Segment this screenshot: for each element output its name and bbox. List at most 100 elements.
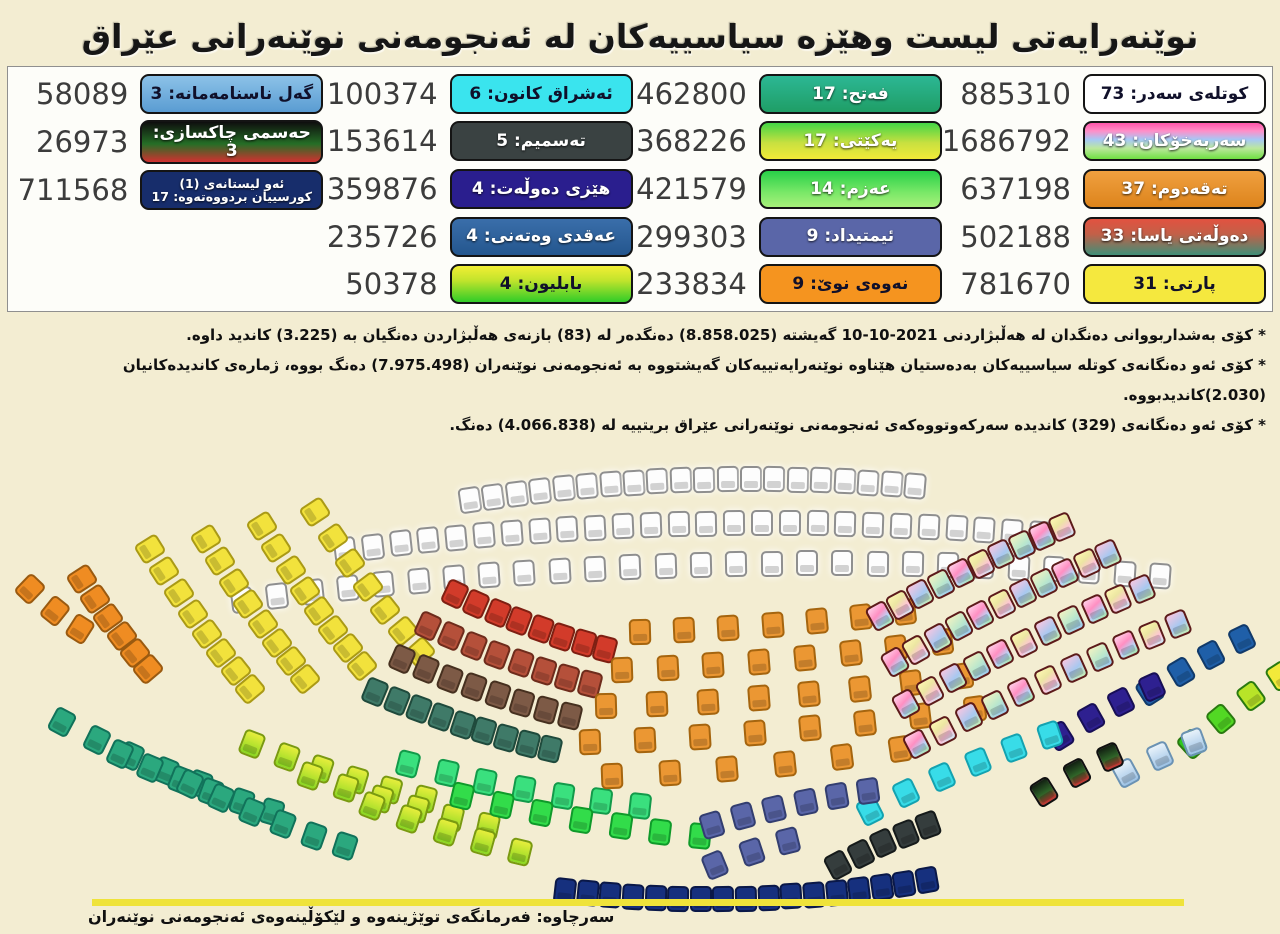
seat-sadr bbox=[480, 482, 507, 512]
footnote-line: * کۆی ئەو دەنگانەی کوتلە سیاسییەکان بەدە… bbox=[122, 356, 1266, 404]
seat-sadr bbox=[750, 510, 774, 537]
seat-fatah bbox=[80, 723, 113, 757]
seat-naway bbox=[63, 612, 97, 646]
vote-count: 1686792 bbox=[941, 124, 1071, 159]
seat-taqadum bbox=[633, 726, 657, 754]
seat-babylon bbox=[1234, 679, 1268, 713]
seat-one bbox=[913, 865, 941, 895]
seat-taqadum bbox=[747, 648, 772, 676]
seat-sadr bbox=[504, 479, 530, 508]
seat-babylon bbox=[1204, 701, 1239, 736]
legend-pill-imtidad: ئیمتیداد: 9 bbox=[758, 216, 942, 257]
seat-sadr bbox=[692, 466, 716, 493]
seat-taqadum bbox=[578, 728, 602, 756]
seat-sadr bbox=[786, 466, 810, 493]
vote-count: 233834 bbox=[636, 267, 747, 302]
seat-party bbox=[298, 495, 332, 529]
seat-sadr bbox=[548, 557, 572, 585]
vote-count: 368226 bbox=[636, 124, 747, 159]
seat-fatah bbox=[299, 819, 329, 852]
seat-gal bbox=[1144, 739, 1176, 773]
infographic-page: { "header": { "title": "نوێنەرایەتی لیست… bbox=[0, 0, 1280, 906]
seat-yakety bbox=[295, 760, 325, 792]
seat-sadr bbox=[527, 517, 552, 545]
seat-taqadum bbox=[746, 684, 771, 712]
seat-taqadum bbox=[645, 690, 669, 718]
seat-sadr bbox=[654, 552, 678, 580]
seat-taqadum bbox=[760, 611, 785, 639]
seat-sadr bbox=[499, 519, 524, 547]
legend-row: سەربەخۆکان: 43 1686792 bbox=[942, 118, 1266, 166]
seat-azm bbox=[549, 780, 576, 811]
legend-pill-tasmim: تەسمیم: 5 bbox=[449, 121, 633, 162]
seat-imtidad bbox=[729, 800, 758, 832]
seat-imtidad bbox=[855, 776, 881, 806]
seat-hizy bbox=[1105, 684, 1137, 719]
seat-taqadum bbox=[716, 614, 741, 642]
legend-row: عەزم: 14 421579 bbox=[633, 165, 942, 213]
seat-sadr bbox=[444, 523, 469, 552]
legend-pill-party: پارتی: 31 bbox=[1083, 264, 1266, 305]
seat-sadr bbox=[889, 512, 913, 540]
seat-hasm bbox=[1027, 775, 1061, 809]
seat-azm bbox=[647, 817, 673, 846]
seat-sadr bbox=[477, 561, 502, 590]
seat-taqadum bbox=[688, 722, 712, 751]
seat-sadr bbox=[551, 474, 576, 503]
seat-sol bbox=[556, 700, 584, 732]
seat-sadr bbox=[856, 468, 880, 497]
legend-row: پارتی: 31 781670 bbox=[942, 260, 1266, 308]
seat-imtidad bbox=[736, 835, 767, 868]
seat-fatah bbox=[330, 830, 360, 862]
legend-pill-taqadum: تەقەدوم: 37 bbox=[1083, 168, 1266, 209]
vote-count: 711568 bbox=[17, 173, 129, 207]
legend-column: گەل ناسنامەمانە: 3 58089 حەسمی چاکسازی: 3 2… bbox=[14, 70, 324, 308]
seat-taqadum bbox=[797, 679, 822, 708]
seat-sadr bbox=[527, 476, 553, 506]
seat-naway bbox=[38, 593, 72, 629]
seat-yakety bbox=[237, 727, 267, 761]
seat-sadr bbox=[944, 514, 969, 542]
seat-sadr bbox=[716, 466, 739, 493]
legend-row: هێزی دەوڵەت: 4 359876 bbox=[323, 165, 633, 213]
seat-yakety bbox=[468, 826, 498, 858]
seat-sadr bbox=[622, 469, 646, 497]
seat-taqadum bbox=[594, 692, 618, 720]
page-title: نوێنەرایەتی لیست وهێزە سیاسییەکان لە ئەن… bbox=[81, 16, 1199, 56]
seat-aqdi bbox=[1226, 622, 1258, 656]
legend-row: فەتح: 17 462800 bbox=[633, 70, 942, 118]
seat-sadr bbox=[833, 467, 857, 495]
seat-taqadum bbox=[804, 607, 829, 636]
legend-row: عەقدی وەتەنی: 4 235726 bbox=[323, 213, 633, 261]
legend-row: یەکێتی: 17 368226 bbox=[633, 118, 942, 166]
seat-sadr bbox=[618, 553, 642, 581]
seat-taqadum bbox=[797, 714, 823, 742]
seat-sadr bbox=[806, 510, 829, 537]
seat-one bbox=[891, 869, 918, 899]
seat-sadr bbox=[575, 472, 600, 501]
seat-sadr bbox=[740, 466, 763, 493]
seat-sadr bbox=[360, 532, 386, 561]
seat-sadr bbox=[879, 470, 904, 498]
seat-sadr bbox=[831, 550, 854, 577]
legend-column: ئەشراق کانون: 6 100374 تەسمیم: 5 153614 هێزی… bbox=[323, 70, 633, 308]
seat-sadr bbox=[795, 550, 818, 577]
seat-sadr bbox=[972, 516, 997, 544]
seat-one bbox=[643, 884, 668, 912]
seat-map: سەرچاوە: فەرمانگەی توێژینەوە و لێکۆڵینەو… bbox=[0, 454, 1280, 934]
legend-pill-aqdi: عەقدی وەتەنی: 4 bbox=[449, 216, 633, 257]
seat-sadr bbox=[834, 510, 857, 538]
footnotes: * کۆی بەشداربووانی دەنگدان لە هەڵبژاردنی… bbox=[0, 312, 1280, 440]
seat-sarbakho bbox=[1110, 629, 1141, 662]
seat-yakety bbox=[394, 803, 424, 836]
legend-pill-azm: عەزم: 14 bbox=[758, 168, 942, 209]
seat-sadr bbox=[669, 466, 693, 494]
seat-taqadum bbox=[829, 742, 855, 772]
vote-count: 885310 bbox=[960, 76, 1071, 111]
legend-row: ئەو لیستانەی (1) کورسییان بردووەتەوە: 17… bbox=[14, 166, 324, 214]
footnote-line: * کۆی ئەو دەنگانەی (329) کاندیدە سەرکەوت… bbox=[449, 416, 1266, 434]
legend-pill-hasm: حەسمی چاکسازی: 3 bbox=[140, 119, 324, 165]
legend-pill-dawlat: دەوڵەتی یاسا: 33 bbox=[1083, 216, 1266, 257]
seat-taqadum bbox=[610, 656, 634, 684]
legend-row: گەل ناسنامەمانە: 3 58089 bbox=[14, 70, 324, 118]
